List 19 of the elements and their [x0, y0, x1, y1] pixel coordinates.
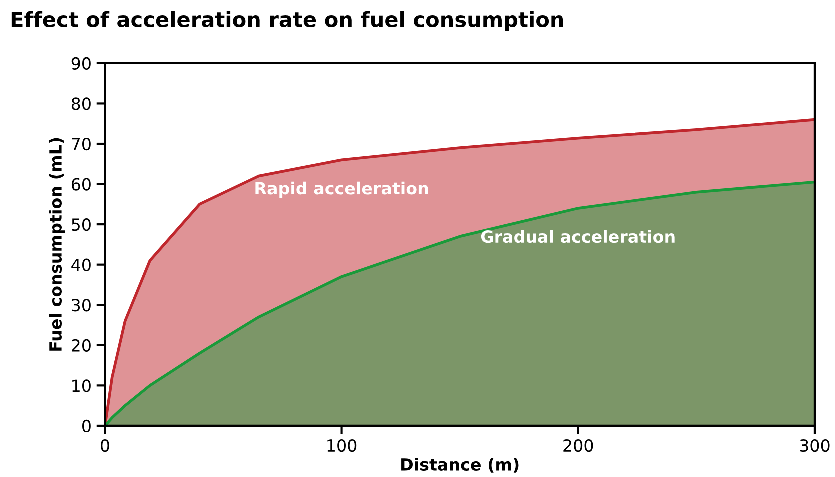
series-label: Rapid acceleration	[256, 182, 428, 198]
y-tick-label: 40	[72, 258, 91, 272]
y-axis-title: Fuel consumption (mL)	[49, 138, 66, 351]
y-tick-label: 10	[72, 380, 91, 392]
y-tick-label: 0	[82, 420, 91, 433]
chart-title: Effect of acceleration rate on fuel consumption	[12, 11, 564, 32]
y-tick-label: 20	[72, 339, 91, 352]
y-tick-label: 80	[72, 98, 91, 110]
x-tick-label: 100	[328, 439, 357, 452]
x-tick-label: 200	[564, 439, 594, 452]
x-tick-label: 0	[101, 439, 110, 452]
y-tick-label: 90	[72, 57, 91, 70]
x-axis-title: Distance (m)	[402, 458, 519, 473]
x-tick-label: 300	[800, 439, 830, 452]
y-tick-label: 60	[72, 178, 91, 191]
y-tick-label: 30	[72, 299, 91, 312]
y-tick-label: 70	[72, 138, 91, 151]
series-label: Gradual acceleration	[481, 230, 675, 244]
y-tick-label: 50	[72, 218, 91, 232]
